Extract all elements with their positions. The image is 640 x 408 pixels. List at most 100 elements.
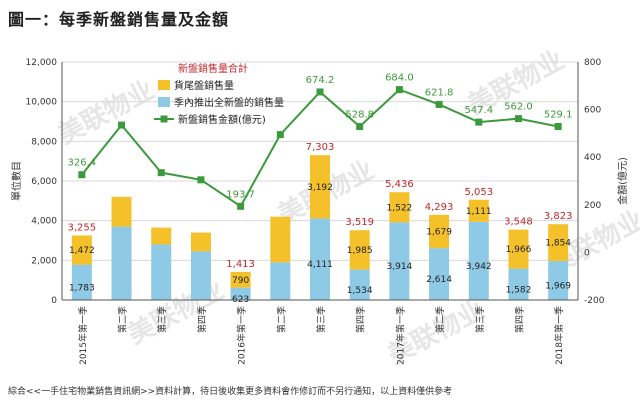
bar-inventory	[151, 227, 172, 245]
legend-label-amount: 新盤銷售金額(億元)	[178, 113, 266, 126]
legend-swatch-new-sales	[158, 97, 170, 107]
label-total: 5,053	[464, 187, 493, 198]
amount-point	[514, 115, 522, 123]
bar-new-sales	[468, 221, 489, 300]
label-amount: 547.4	[464, 105, 493, 116]
label-new-sales: 1,783	[69, 283, 95, 293]
amount-point	[276, 131, 284, 139]
x-tick-label: 第三季	[315, 306, 327, 333]
x-tick-label: 第三季	[474, 306, 486, 333]
amount-point	[316, 88, 324, 96]
legend-marker-amount	[160, 115, 168, 123]
amount-point	[554, 122, 562, 130]
label-inventory: 1,854	[545, 239, 571, 249]
label-total: 3,255	[68, 222, 97, 233]
legend-swatch-inventory	[158, 80, 170, 90]
y2-tick-label: 200	[584, 201, 601, 211]
x-tick-label: 2018年第一季	[553, 306, 565, 365]
bar-new-sales	[429, 248, 450, 300]
bar-new-sales	[71, 264, 92, 300]
y-tick-label: 2,000	[31, 256, 57, 266]
label-inventory: 1,679	[426, 228, 452, 238]
label-new-sales: 1,534	[347, 286, 373, 296]
bar-new-sales	[310, 218, 330, 300]
label-amount: 674.2	[306, 75, 335, 86]
x-tick-label: 第四季	[196, 306, 208, 333]
x-tick-label: 第二季	[275, 306, 287, 333]
label-amount: 529.1	[544, 109, 573, 120]
chart-title: 圖一：每季新盤銷售量及金額	[8, 10, 230, 29]
amount-point	[78, 171, 86, 179]
label-total: 3,519	[345, 217, 374, 228]
bar-new-sales	[190, 251, 211, 300]
y-axis-title: 單位數目	[10, 161, 23, 201]
x-tick-label: 第四季	[513, 306, 525, 333]
y2-tick-label: 0	[584, 248, 590, 258]
x-tick-label: 第四季	[355, 306, 367, 333]
label-amount: 684.0	[385, 73, 414, 84]
label-total: 3,823	[544, 211, 573, 222]
bar-new-sales	[548, 260, 569, 300]
bar-new-sales	[389, 222, 410, 300]
y2-tick-label: 800	[584, 58, 601, 68]
label-new-sales: 2,614	[426, 275, 452, 285]
label-inventory: 1,111	[466, 207, 492, 217]
bar-inventory	[310, 155, 330, 219]
axes: 0 2,000 4,000 6,000 8,000 10,000 12,000 -200 0 20…	[10, 58, 629, 365]
label-new-sales: 3,914	[387, 262, 413, 272]
label-inventory: 1,522	[387, 203, 413, 213]
y-tick-label: 0	[51, 296, 57, 306]
bar-inventory	[548, 224, 569, 261]
label-total: 1,413	[226, 259, 255, 270]
label-inventory: 3,192	[307, 183, 333, 193]
legend-title: 新盤銷售量合計	[178, 62, 248, 75]
label-new-sales: 4,111	[307, 260, 333, 270]
bar-new-sales	[151, 244, 172, 300]
amount-point	[237, 202, 245, 210]
bar-new-sales	[349, 269, 370, 300]
amount-point	[356, 123, 364, 131]
legend-label-new-sales: 季內推出全新盤的銷售量	[174, 96, 284, 109]
label-total: 5,436	[385, 179, 414, 190]
label-total: 7,303	[306, 142, 335, 153]
label-amount: 562.0	[504, 102, 533, 113]
x-tick-label: 2017年第一季	[394, 306, 406, 365]
watermark-layer: 美联物业美联物业美联物业美联物业美联物业美联物业	[53, 44, 640, 370]
amount-line	[78, 86, 562, 210]
y2-axis-title: 金額(億元)	[616, 157, 629, 205]
bar-inventory	[190, 232, 211, 252]
footer-note: 綜合<<一手住宅物業銷售資訊網>>資料計算，待日後收集更多資料會作修訂而不另行通…	[8, 387, 453, 397]
amount-point	[197, 176, 205, 184]
x-tick-label: 2016年第一季	[236, 306, 248, 365]
y-tick-label: 6,000	[31, 177, 57, 187]
bars	[71, 155, 569, 300]
y-tick-label: 8,000	[31, 137, 57, 147]
bar-inventory	[429, 214, 450, 249]
bar-new-sales	[230, 287, 251, 300]
label-new-sales: 1,969	[545, 281, 571, 291]
label-total: 4,293	[425, 202, 454, 213]
y2-tick-label: -200	[584, 296, 605, 306]
label-amount: 193.7	[226, 189, 255, 200]
bar-new-sales	[111, 226, 132, 300]
watermark-3: 美联物业	[123, 274, 229, 350]
amount-point	[395, 86, 403, 94]
label-amount: 326.4	[68, 158, 97, 169]
amount-point	[475, 118, 483, 126]
y-tick-label: 12,000	[26, 58, 58, 68]
bar-inventory	[349, 230, 370, 270]
bar-inventory	[389, 192, 410, 223]
label-total: 3,548	[504, 217, 533, 228]
amount-point	[118, 121, 126, 129]
bar-inventory	[71, 235, 92, 265]
x-tick-label: 第二季	[117, 306, 129, 333]
label-amount: 621.8	[425, 87, 454, 98]
bar-inventory	[468, 199, 489, 222]
y-tick-label: 10,000	[26, 98, 58, 108]
bar-inventory	[508, 229, 529, 269]
watermark-0: 美联物业	[53, 74, 159, 150]
legend-label-inventory: 貨尾盤銷售量	[174, 79, 234, 92]
y2-tick-label: 400	[584, 153, 601, 163]
